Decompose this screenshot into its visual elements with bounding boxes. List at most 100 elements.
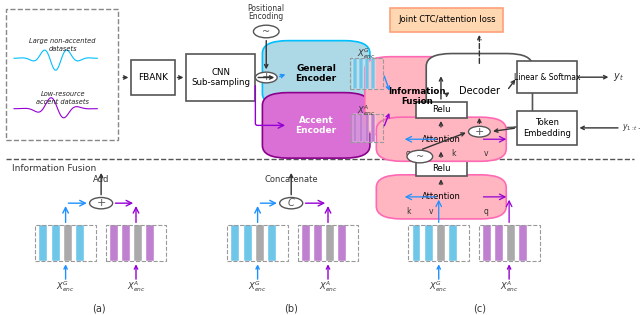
FancyBboxPatch shape <box>517 111 577 145</box>
Bar <box>437 225 445 261</box>
Text: (a): (a) <box>92 303 106 313</box>
Bar <box>232 225 239 261</box>
Bar <box>483 225 491 261</box>
Text: $X^G_{enc}$: $X^G_{enc}$ <box>357 46 376 61</box>
Text: $X^A_{enc}$: $X^A_{enc}$ <box>357 103 376 118</box>
Bar <box>353 58 357 89</box>
Text: Large non-accented: Large non-accented <box>29 38 96 44</box>
Bar <box>244 225 252 261</box>
Text: Concatenate: Concatenate <box>264 175 318 184</box>
Text: $y_t$: $y_t$ <box>613 71 624 83</box>
Bar <box>52 225 60 261</box>
Bar <box>495 225 503 261</box>
Bar <box>425 225 433 261</box>
Bar <box>314 225 322 261</box>
Bar <box>359 58 363 89</box>
Text: +: + <box>475 127 484 137</box>
Text: $X^A_{enc}$: $X^A_{enc}$ <box>127 279 145 294</box>
Text: Attention: Attention <box>422 135 461 144</box>
Bar <box>40 225 47 261</box>
Text: +: + <box>262 72 271 83</box>
Bar <box>326 225 334 261</box>
Bar <box>256 225 264 261</box>
Text: Linear & Softmax: Linear & Softmax <box>514 73 580 82</box>
Circle shape <box>253 25 279 38</box>
Text: k: k <box>451 149 456 158</box>
Text: Add: Add <box>93 175 109 184</box>
FancyBboxPatch shape <box>376 117 506 161</box>
Text: FBANK: FBANK <box>138 73 168 82</box>
Text: $y_{1:t-1}$: $y_{1:t-1}$ <box>622 123 640 133</box>
FancyBboxPatch shape <box>517 61 577 93</box>
Bar <box>359 114 363 142</box>
Bar <box>147 225 154 261</box>
Text: Positional: Positional <box>399 179 436 188</box>
Text: $X^G_{enc}$: $X^G_{enc}$ <box>429 279 448 294</box>
Bar <box>302 225 310 261</box>
Text: Encoding: Encoding <box>400 186 436 196</box>
Text: Token
Embedding: Token Embedding <box>523 118 571 138</box>
Text: Information Fusion: Information Fusion <box>12 164 96 174</box>
Text: $X^G_{enc}$: $X^G_{enc}$ <box>56 279 75 294</box>
Text: $X^A_{enc}$: $X^A_{enc}$ <box>319 279 337 294</box>
Circle shape <box>255 72 277 83</box>
Text: +: + <box>97 198 106 208</box>
Text: Accent
Encoder: Accent Encoder <box>296 116 337 135</box>
FancyBboxPatch shape <box>262 41 370 106</box>
FancyBboxPatch shape <box>365 57 469 136</box>
FancyBboxPatch shape <box>416 102 467 118</box>
Text: Joint CTC/attention loss: Joint CTC/attention loss <box>398 15 495 24</box>
Bar <box>413 225 420 261</box>
FancyBboxPatch shape <box>186 54 255 101</box>
Text: q: q <box>406 149 411 158</box>
Text: Relu: Relu <box>433 164 451 173</box>
Text: v: v <box>483 149 488 158</box>
Text: ~: ~ <box>262 26 270 37</box>
Bar <box>371 58 375 89</box>
Text: accent datasets: accent datasets <box>36 99 89 105</box>
Text: Low-resource: Low-resource <box>40 91 85 98</box>
Bar <box>508 225 515 261</box>
Text: Decoder: Decoder <box>459 86 500 95</box>
FancyBboxPatch shape <box>390 8 503 32</box>
FancyBboxPatch shape <box>262 93 370 158</box>
Circle shape <box>280 198 303 209</box>
Bar <box>64 225 72 261</box>
Text: Information
Fusion: Information Fusion <box>388 87 445 106</box>
Bar <box>371 114 375 142</box>
FancyBboxPatch shape <box>131 60 175 94</box>
Bar <box>365 58 369 89</box>
Text: ~: ~ <box>416 152 424 162</box>
Text: General
Encoder: General Encoder <box>296 64 337 83</box>
Bar <box>449 225 457 261</box>
Text: q: q <box>483 207 488 216</box>
Text: k: k <box>406 207 411 216</box>
Bar <box>76 225 84 261</box>
Bar <box>122 225 130 261</box>
Text: $X^A_{enc}$: $X^A_{enc}$ <box>500 279 518 294</box>
FancyBboxPatch shape <box>416 160 467 176</box>
Text: (b): (b) <box>284 303 298 313</box>
FancyBboxPatch shape <box>376 175 506 219</box>
Bar <box>134 225 142 261</box>
Bar <box>353 114 357 142</box>
Text: Positional: Positional <box>248 4 285 13</box>
Circle shape <box>468 126 490 137</box>
Text: v: v <box>428 207 433 216</box>
Text: C: C <box>288 198 294 208</box>
FancyBboxPatch shape <box>426 54 532 128</box>
Bar <box>268 225 276 261</box>
Text: Encoding: Encoding <box>248 12 284 21</box>
Text: CNN
Sub-sampling: CNN Sub-sampling <box>191 68 250 87</box>
Bar <box>520 225 527 261</box>
Circle shape <box>407 150 433 163</box>
Bar <box>339 225 346 261</box>
Bar <box>365 114 369 142</box>
Text: (c): (c) <box>474 303 486 313</box>
Text: Attention: Attention <box>422 192 461 201</box>
Text: $X^G_{enc}$: $X^G_{enc}$ <box>248 279 267 294</box>
Bar <box>110 225 118 261</box>
Text: datasets: datasets <box>49 46 77 52</box>
Circle shape <box>90 198 113 209</box>
Text: Relu: Relu <box>433 106 451 114</box>
